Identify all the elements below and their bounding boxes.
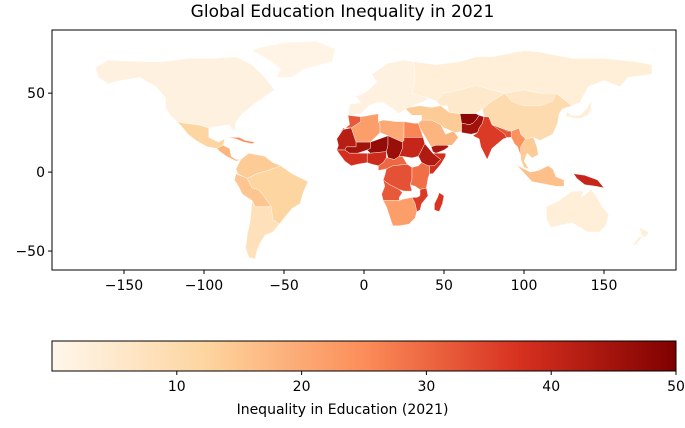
x-tick-label: 100 (511, 278, 538, 294)
chart-title: Global Education Inequality in 2021 (190, 2, 495, 22)
region-mozambique (411, 187, 429, 212)
region-argentina-chile (245, 199, 280, 260)
region-somalia (429, 152, 446, 174)
region-indonesia (515, 164, 565, 187)
region-algeria (350, 113, 381, 143)
region-east-africa (410, 162, 430, 190)
colorbar-label: Inequality in Education (2021) (236, 402, 449, 418)
region-mauritania-senegal (336, 127, 357, 151)
region-greenland (251, 40, 336, 78)
y-tick-label: 50 (27, 86, 45, 102)
region-papua-new-guinea (573, 173, 605, 189)
colorbar-tick-label: 10 (168, 379, 186, 395)
region-madagascar (434, 192, 445, 212)
colorbar-tick-label: 30 (417, 379, 435, 395)
region-pakistan (461, 115, 485, 135)
region-mexico (176, 121, 226, 149)
region-southeast-asia (520, 137, 539, 170)
colorbar-tick-label: 20 (293, 379, 311, 395)
y-tick-label: 0 (36, 165, 45, 181)
region-new-zealand (632, 227, 650, 245)
region-southern-africa (382, 197, 418, 227)
region-japan-korea (565, 100, 592, 119)
region-north-america (94, 56, 275, 134)
x-tick-label: −150 (105, 278, 143, 294)
region-central-america (216, 145, 241, 162)
x-tick-label: −50 (269, 278, 299, 294)
colorbar-tick-label: 40 (542, 379, 560, 395)
x-tick-label: −100 (185, 278, 223, 294)
region-central-africa (378, 156, 408, 171)
y-tick-label: −50 (15, 244, 45, 260)
region-australia (546, 189, 610, 233)
x-tick-label: 150 (591, 278, 618, 294)
x-tick-label: 50 (435, 278, 453, 294)
x-tick-label: 0 (360, 278, 369, 294)
region-central-asia (435, 85, 506, 114)
colorbar-tick-label: 50 (667, 379, 685, 395)
region-yemen (430, 145, 450, 154)
region-angola (381, 179, 403, 201)
colorbar (51, 340, 677, 372)
region-caribbean (227, 137, 256, 144)
region-mongolia (504, 89, 557, 107)
